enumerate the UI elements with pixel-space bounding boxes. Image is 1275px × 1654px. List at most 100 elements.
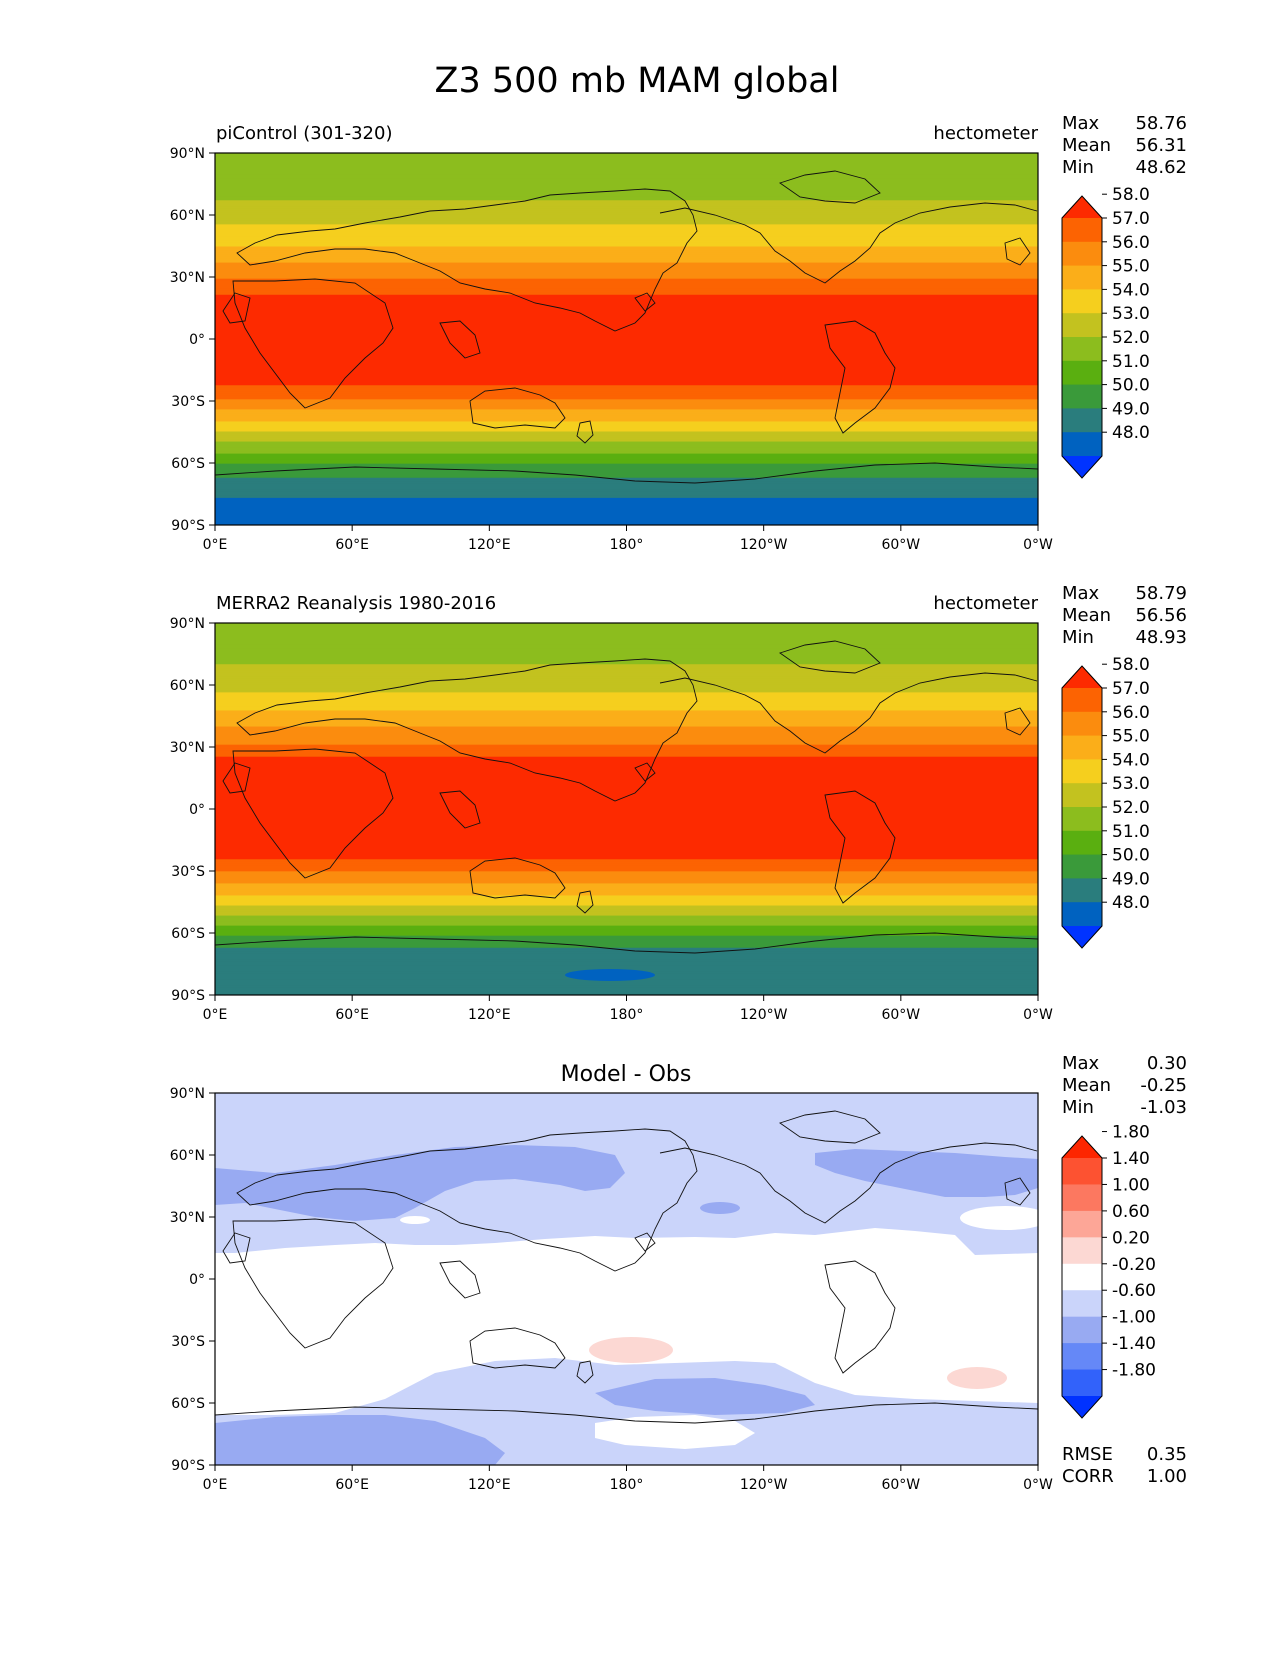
contour-band [215, 435, 1038, 439]
contour-band [215, 917, 1038, 921]
panel-2-coastlines [215, 640, 1038, 954]
contour-band [215, 857, 1038, 861]
colorbar-tick-label: -0.20 [1112, 1255, 1156, 1275]
contour-band [215, 704, 1038, 708]
stat-label-mean: Mean [1062, 135, 1111, 156]
colorbar-tick-label: -1.80 [1112, 1361, 1156, 1381]
contour-band [215, 913, 1038, 917]
contour-band [215, 827, 1038, 831]
contour-band [215, 702, 1038, 706]
contour-band [215, 521, 1038, 525]
contour-band [215, 421, 1038, 425]
contour-band [215, 367, 1038, 371]
contour-band [215, 724, 1038, 728]
contour-band [215, 766, 1038, 770]
stat-label-mean: Mean [1062, 1075, 1111, 1096]
contour-band [215, 451, 1038, 455]
contour-band [215, 296, 1038, 300]
lon-tick-label: 60°W [881, 1007, 920, 1023]
contour-band [215, 407, 1038, 411]
contour-band [215, 784, 1038, 788]
colorbar-tick-label: 1.80 [1112, 1123, 1150, 1143]
lat-tick-label: 60°S [171, 1396, 205, 1412]
contour-band [215, 825, 1038, 829]
contour-band [215, 813, 1038, 817]
contour-band [215, 885, 1038, 889]
contour-band [215, 517, 1038, 521]
contour-band [215, 768, 1038, 772]
lat-tick-label: 30°S [171, 864, 205, 880]
colorbar-tick-label: 56.0 [1112, 233, 1150, 253]
contour-band [215, 730, 1038, 734]
contour-band [215, 790, 1038, 794]
contour-band [215, 786, 1038, 790]
colorbar-segment [1062, 408, 1102, 433]
lon-tick-label: 60°W [881, 537, 920, 553]
contour-band [215, 349, 1038, 353]
stat-value-mean: 56.56 [1135, 605, 1187, 626]
contour-band [215, 509, 1038, 513]
contour-band [215, 479, 1038, 483]
lon-tick-label: 0°W [1023, 1007, 1053, 1023]
contour-band [215, 236, 1038, 240]
contour-band [215, 849, 1038, 853]
contour-band [215, 204, 1038, 208]
contour-band [215, 228, 1038, 232]
contour-band [215, 503, 1038, 507]
contour-band [215, 690, 1038, 694]
colorbar-outline [1061, 1135, 1103, 1419]
contour-band [215, 662, 1038, 666]
contour-band [215, 198, 1038, 202]
stat-value-max: 0.30 [1147, 1053, 1187, 1074]
contour-band [215, 798, 1038, 802]
contour-band [215, 955, 1038, 959]
contour-band [215, 345, 1038, 349]
contour-band [215, 220, 1038, 224]
contour-band [215, 423, 1038, 427]
contour-band [215, 630, 1038, 634]
contour-band [215, 778, 1038, 782]
contour-band [215, 238, 1038, 242]
contour-band [215, 437, 1038, 441]
colorbar-tick-label: 53.0 [1112, 304, 1150, 324]
contour-band [215, 806, 1038, 810]
colorbar-segment [1062, 878, 1102, 903]
lat-tick-label: 0° [189, 1272, 205, 1288]
contour-band [215, 328, 1038, 332]
contour-band [215, 835, 1038, 839]
contour-band [215, 248, 1038, 252]
contour-band [215, 959, 1038, 963]
contour-band [215, 720, 1038, 724]
colorbar-tick-label: 56.0 [1112, 703, 1150, 723]
contour-band [215, 232, 1038, 236]
contour-band [215, 770, 1038, 774]
contour-band [215, 258, 1038, 262]
contour-band [215, 871, 1038, 875]
contour-band [215, 879, 1038, 883]
contour-band [215, 431, 1038, 435]
contour-band [215, 664, 1038, 668]
contour-band [215, 809, 1038, 813]
contour-band [215, 788, 1038, 792]
contour-band [215, 800, 1038, 804]
lon-tick-label: 0°W [1023, 1477, 1053, 1493]
contour-band [215, 457, 1038, 461]
contour-band [215, 861, 1038, 865]
panel-2-colorbar: 48.0 49.0 50.0 51.0 52.0 53.0 54.0 55.0 56.0 57.0… [1061, 655, 1150, 949]
colorbar-segment [1062, 1263, 1102, 1291]
contour-band [215, 782, 1038, 786]
contour-band [215, 987, 1038, 991]
contour-band [215, 941, 1038, 945]
lon-tick-label: 60°E [335, 1007, 369, 1023]
contour-band [215, 634, 1038, 638]
lat-tick-label: 30°N [170, 1210, 205, 1226]
colorbar-segment [1062, 688, 1102, 713]
colorbar-tick-label: -1.40 [1112, 1334, 1156, 1354]
stat-label-rmse: RMSE [1062, 1444, 1113, 1465]
contour-band [215, 716, 1038, 720]
stat-label-mean: Mean [1062, 605, 1111, 626]
lat-tick-label: 90°N [170, 1086, 205, 1102]
contour-band [215, 375, 1038, 379]
contour-band [215, 875, 1038, 879]
contour-band [215, 855, 1038, 859]
